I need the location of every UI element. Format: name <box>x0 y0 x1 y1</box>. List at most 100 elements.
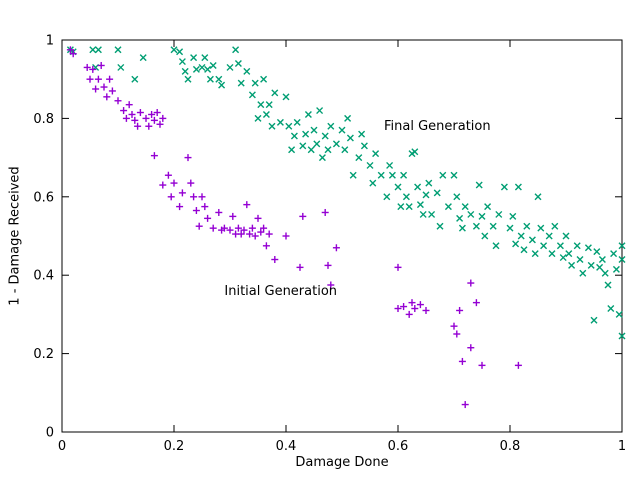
data-point <box>324 261 332 269</box>
data-point <box>316 107 324 115</box>
data-point <box>215 208 223 216</box>
data-point <box>528 236 536 244</box>
data-point <box>461 203 469 211</box>
data-point <box>268 122 276 130</box>
data-point <box>167 193 175 201</box>
series-initial-points <box>66 46 522 409</box>
data-point <box>170 46 178 54</box>
data-point <box>514 183 522 191</box>
data-point <box>313 140 321 148</box>
data-point <box>92 85 100 93</box>
data-point <box>534 193 542 201</box>
data-point <box>262 110 270 118</box>
data-point <box>604 281 612 289</box>
data-point <box>288 146 296 154</box>
data-point <box>478 212 486 220</box>
data-point <box>484 203 492 211</box>
data-point <box>481 232 489 240</box>
data-point <box>349 171 357 179</box>
data-point <box>492 242 500 250</box>
data-point <box>237 230 245 238</box>
data-point <box>181 67 189 75</box>
data-point <box>458 357 466 365</box>
y-tick-label: 0.6 <box>33 190 54 205</box>
data-point <box>271 256 279 264</box>
data-point <box>89 65 97 73</box>
data-point <box>226 226 234 234</box>
data-point <box>204 65 212 73</box>
data-point <box>148 110 156 118</box>
data-point <box>293 118 301 126</box>
data-point <box>416 201 424 209</box>
data-point <box>587 261 595 269</box>
data-point <box>209 224 217 232</box>
data-point <box>176 48 184 56</box>
data-point <box>467 344 475 352</box>
data-point <box>240 226 248 234</box>
data-point <box>324 146 332 154</box>
data-point <box>416 301 424 309</box>
data-point <box>436 222 444 230</box>
data-point <box>156 120 164 128</box>
data-point <box>408 299 416 307</box>
data-point <box>66 46 74 54</box>
y-tick-label: 1 <box>46 34 54 49</box>
y-axis-label: 1 - Damage Received <box>7 166 23 306</box>
data-point <box>234 60 242 68</box>
data-point <box>257 101 265 109</box>
data-point <box>145 122 153 130</box>
data-point <box>472 222 480 230</box>
data-point <box>562 232 570 240</box>
data-point <box>358 130 366 138</box>
data-point <box>327 122 335 130</box>
data-point <box>545 232 553 240</box>
data-point <box>450 322 458 330</box>
data-point <box>548 250 556 258</box>
data-point <box>83 63 91 71</box>
data-point <box>514 361 522 369</box>
data-point <box>419 210 427 218</box>
data-point <box>150 152 158 160</box>
data-point <box>246 230 254 238</box>
data-point <box>257 228 265 236</box>
x-tick-label: 0.8 <box>500 439 521 454</box>
data-point <box>89 46 97 54</box>
data-point <box>610 250 618 258</box>
data-point <box>248 91 256 99</box>
data-point <box>540 242 548 250</box>
data-point <box>190 193 198 201</box>
data-point <box>444 203 452 211</box>
data-point <box>178 189 186 197</box>
data-point <box>290 132 298 140</box>
data-point <box>307 146 315 154</box>
data-point <box>332 140 340 148</box>
data-point <box>195 222 203 230</box>
data-point <box>338 126 346 134</box>
data-point <box>467 210 475 218</box>
data-point <box>500 183 508 191</box>
data-point <box>184 154 192 162</box>
data-point <box>131 75 139 83</box>
data-point <box>164 171 172 179</box>
data-point <box>556 242 564 250</box>
data-point <box>551 222 559 230</box>
data-point <box>394 263 402 271</box>
data-point <box>568 261 576 269</box>
data-point <box>346 134 354 142</box>
data-point <box>523 222 531 230</box>
data-point <box>453 193 461 201</box>
data-point <box>405 203 413 211</box>
data-point <box>579 269 587 277</box>
data-point <box>537 224 545 232</box>
data-point <box>478 361 486 369</box>
data-point <box>531 250 539 258</box>
data-point <box>388 171 396 179</box>
data-point <box>405 310 413 318</box>
data-point <box>234 224 242 232</box>
data-point <box>103 93 111 101</box>
data-point <box>108 87 116 95</box>
data-point <box>226 63 234 71</box>
y-axis-ticks: 0 0.2 0.4 0.6 0.8 1 <box>33 34 622 441</box>
data-point <box>285 122 293 130</box>
data-point <box>125 101 133 109</box>
